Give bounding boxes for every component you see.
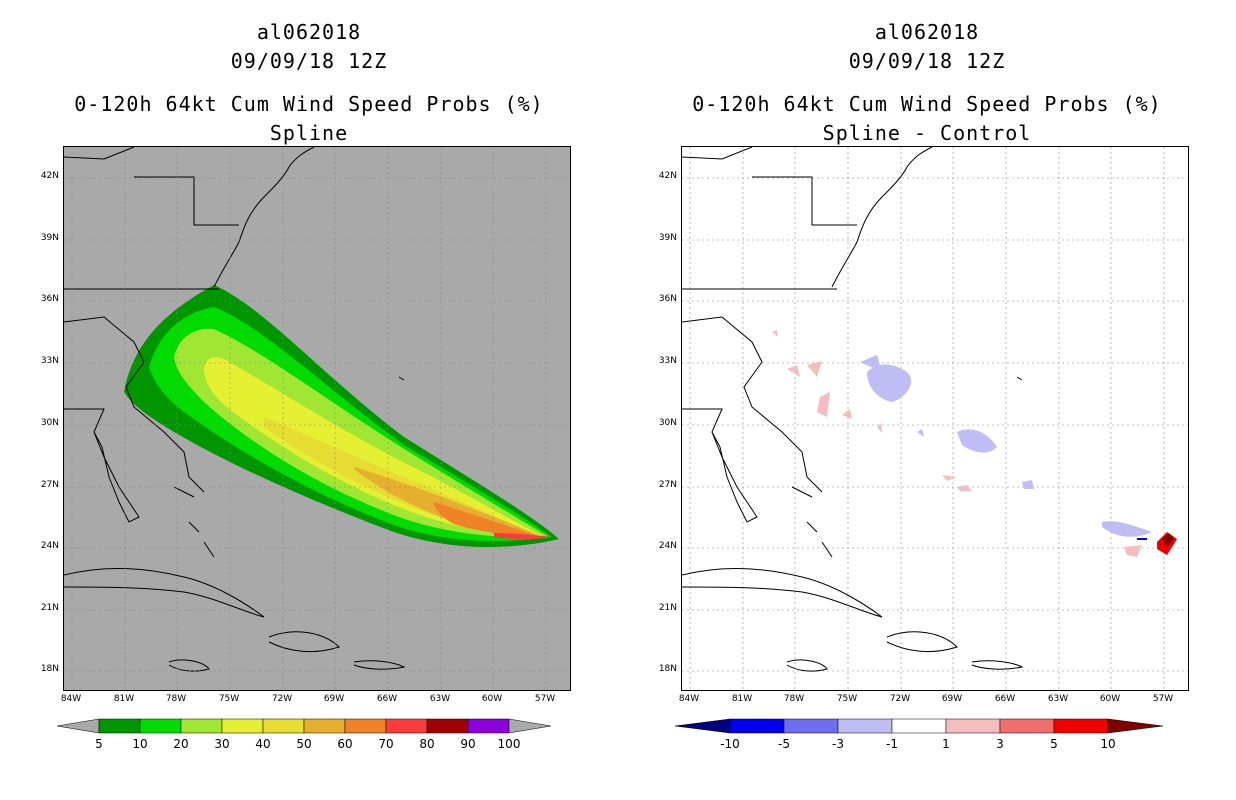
- colorbar-label: 50: [296, 737, 312, 751]
- lon-label: 66W: [994, 694, 1016, 704]
- colorbar-label: 20: [173, 737, 189, 751]
- colorbar-swatch: [385, 718, 428, 734]
- colorbar-swatch: [999, 718, 1055, 734]
- colorbar-end-triangle: [1107, 718, 1164, 734]
- colorbar-swatch: [426, 718, 469, 734]
- left-coastlines: [64, 147, 406, 672]
- lat-label: 36N: [658, 294, 677, 304]
- difference-contours: [772, 330, 1177, 557]
- colorbar-swatch: [1053, 718, 1109, 734]
- colorbar-label: -10: [720, 737, 740, 751]
- left-map-panel: [63, 146, 571, 691]
- probability-swath: [124, 285, 559, 548]
- colorbar-label: -3: [832, 737, 844, 751]
- colorbar-swatch: [729, 718, 785, 734]
- colorbar-end-triangle: [675, 718, 731, 734]
- lon-label: 69W: [323, 694, 345, 704]
- lon-label: 69W: [941, 694, 963, 704]
- left-title-line3: 0-120h 64kt Cum Wind Speed Probs (%): [74, 92, 544, 116]
- lon-label: 75W: [218, 694, 240, 704]
- lat-label: 27N: [658, 480, 677, 490]
- lat-label: 24N: [40, 541, 59, 551]
- lon-label: 57W: [1152, 694, 1174, 704]
- colorbar-label: 10: [1100, 737, 1116, 751]
- colorbar-label: 1: [942, 737, 950, 751]
- lon-label: 78W: [783, 694, 805, 704]
- colorbar-swatch: [344, 718, 387, 734]
- colorbar-swatch: [945, 718, 1001, 734]
- lon-label: 81W: [113, 694, 135, 704]
- colorbar-label: 60: [337, 737, 353, 751]
- lon-label: 57W: [534, 694, 556, 704]
- lon-label: 75W: [836, 694, 858, 704]
- lon-label: 60W: [1099, 694, 1121, 704]
- right-map-background: [682, 147, 1188, 690]
- right-title-line3: 0-120h 64kt Cum Wind Speed Probs (%): [692, 92, 1162, 116]
- left-title-line2: 09/09/18 12Z: [230, 49, 388, 73]
- colorbar-swatch: [139, 718, 182, 734]
- lon-label: 78W: [165, 694, 187, 704]
- left-colorbar: [57, 718, 552, 734]
- lat-label: 39N: [658, 233, 677, 243]
- lon-label: 84W: [678, 694, 700, 704]
- lat-label: 36N: [40, 294, 59, 304]
- right-map-panel: [681, 146, 1189, 691]
- left-map-svg: [64, 147, 570, 690]
- colorbar-swatch: [467, 718, 510, 734]
- colorbar-label: 5: [95, 737, 103, 751]
- colorbar-swatch: [303, 718, 346, 734]
- colorbar-swatch: [783, 718, 839, 734]
- lat-label: 30N: [40, 418, 59, 428]
- colorbar-label: 80: [419, 737, 435, 751]
- right-title-line2: 09/09/18 12Z: [848, 49, 1006, 73]
- right-title-line1: al062018: [874, 20, 980, 44]
- colorbar-swatch: [98, 718, 141, 734]
- colorbar-swatch: [891, 718, 947, 734]
- lat-label: 33N: [40, 356, 59, 366]
- colorbar-swatch: [837, 718, 893, 734]
- colorbar-label: 70: [378, 737, 394, 751]
- colorbar-swatch: [221, 718, 264, 734]
- colorbar-swatch: [262, 718, 305, 734]
- lat-label: 21N: [658, 603, 677, 613]
- lon-label: 72W: [889, 694, 911, 704]
- lon-label: 66W: [376, 694, 398, 704]
- right-colorbar: [675, 718, 1164, 734]
- right-map-svg: [682, 147, 1188, 690]
- colorbar-label: 5: [1050, 737, 1058, 751]
- left-subtitle: Spline: [269, 121, 349, 145]
- colorbar-label: 3: [996, 737, 1004, 751]
- colorbar-label: 100: [497, 737, 521, 751]
- lat-label: 30N: [658, 418, 677, 428]
- colorbar-label: -5: [778, 737, 790, 751]
- colorbar-label: 40: [255, 737, 271, 751]
- lat-label: 27N: [40, 480, 59, 490]
- lat-label: 42N: [40, 171, 59, 181]
- lat-label: 18N: [658, 664, 677, 674]
- lon-label: 63W: [1047, 694, 1069, 704]
- colorbar-end-triangle: [508, 718, 552, 734]
- colorbar-swatch: [180, 718, 223, 734]
- lat-label: 39N: [40, 233, 59, 243]
- colorbar-label: -1: [886, 737, 898, 751]
- right-coastlines: [682, 147, 1024, 672]
- lon-label: 60W: [481, 694, 503, 704]
- colorbar-label: 30: [214, 737, 230, 751]
- right-subtitle: Spline - Control: [822, 121, 1032, 145]
- lat-label: 24N: [658, 541, 677, 551]
- left-title-line1: al062018: [256, 20, 362, 44]
- lon-label: 63W: [429, 694, 451, 704]
- right-gridlines: [682, 147, 1188, 690]
- lat-label: 18N: [40, 664, 59, 674]
- lon-label: 84W: [60, 694, 82, 704]
- lat-label: 21N: [40, 603, 59, 613]
- colorbar-label: 90: [460, 737, 476, 751]
- left-gridlines: [64, 147, 570, 690]
- colorbar-label: 10: [132, 737, 148, 751]
- lat-label: 33N: [658, 356, 677, 366]
- lat-label: 42N: [658, 171, 677, 181]
- lon-label: 72W: [271, 694, 293, 704]
- lon-label: 81W: [731, 694, 753, 704]
- colorbar-end-triangle: [57, 718, 100, 734]
